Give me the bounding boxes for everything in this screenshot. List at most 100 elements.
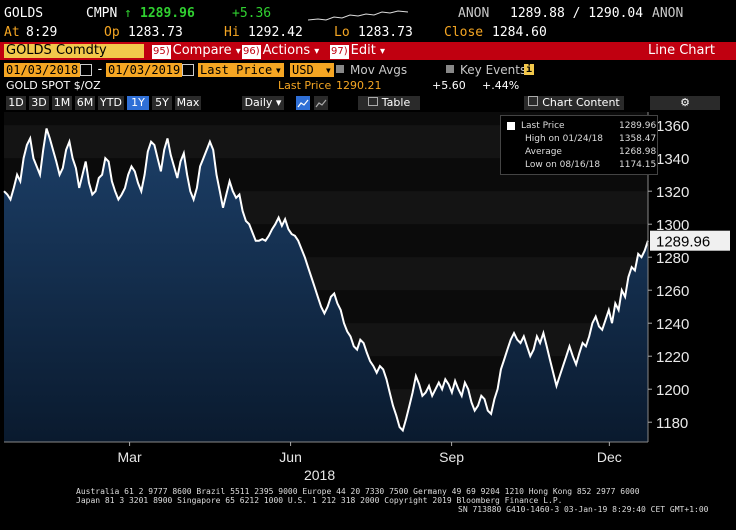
open-value: 1283.73 [128, 25, 183, 40]
line-style-icon[interactable] [296, 96, 310, 110]
actions-button[interactable]: 96) Actions ▾ [242, 43, 320, 59]
table-button[interactable]: Table [358, 96, 420, 110]
legend-box: Last Price 1289.96 High on 01/24/18 1358… [500, 115, 658, 175]
last-value-label: 1289.96 [656, 234, 710, 251]
legend-last-label: Last Price [521, 121, 565, 131]
actions-label: Actions [262, 43, 311, 58]
sparkline-line [308, 10, 408, 21]
y-tick-label: 1300 [656, 217, 689, 234]
chart-type-label: Line Chart [648, 43, 715, 58]
legend-last-value: 1289.96 [619, 121, 657, 131]
legend-high-value: 1358.47 [619, 134, 657, 144]
actions-dropdown-icon: ▾ [314, 46, 320, 57]
x-year-label: 2018 [304, 467, 335, 482]
currency-dropdown-icon: ▾ [324, 63, 332, 77]
net-change: +5.60 [432, 79, 466, 92]
period-button-1y[interactable]: 1Y [127, 96, 149, 110]
price-field-value: Last Price [200, 63, 273, 77]
y-tick-label: 1360 [656, 118, 689, 135]
y-tick-label: 1240 [656, 316, 689, 333]
high-value: 1292.42 [248, 25, 303, 40]
compare-dropdown-icon: ▾ [235, 46, 241, 57]
low-value: 1283.73 [358, 25, 413, 40]
frequency-select[interactable]: Daily ▾ [242, 96, 284, 110]
at-time: 8:29 [26, 25, 58, 40]
quote-row: GOLDS CMPN ↑ 1289.96 +5.36 ANON 1289.88 … [0, 6, 736, 22]
price-field-select[interactable]: Last Price ▾ [198, 63, 284, 77]
y-axis: 1180 1200 1220 1240 1260 1280 1300 1320 1340 1360… [647, 112, 730, 442]
y-tick-label: 1320 [656, 184, 689, 201]
table-label: Table [381, 96, 411, 109]
legend-high-label: High on 01/24/18 [525, 134, 604, 144]
legend-low-value: 1174.15 [619, 160, 657, 170]
period-button-6m[interactable]: 6M [75, 96, 95, 110]
ohlc-row: At 8:29 Op 1283.73 Hi 1292.42 Lo 1283.73… [0, 25, 736, 41]
last-price: 1289.96 [140, 6, 195, 21]
currency-select[interactable]: USD ▾ [290, 63, 334, 77]
low-label: Lo [334, 25, 350, 40]
gear-icon[interactable]: ⚙ [650, 96, 720, 110]
info-icon[interactable]: i [524, 64, 534, 75]
chart-content-icon [528, 96, 539, 106]
currency-value: USD [292, 63, 314, 77]
price-line [3, 128, 649, 433]
mov-avgs-checkbox[interactable] [336, 65, 344, 73]
key-events-label[interactable]: Key Events [460, 63, 527, 77]
y-tick-label: 1280 [656, 250, 689, 267]
last-value-box [650, 230, 730, 251]
chart-content-button[interactable]: Chart Content [524, 96, 624, 110]
sparkline [308, 10, 408, 21]
mov-avgs-label[interactable]: Mov Avgs [350, 63, 408, 77]
edit-number: 97) [330, 45, 349, 59]
edit-button[interactable]: 97) Edit ▾ [330, 43, 385, 59]
x-tick-label: Jun [279, 449, 302, 465]
legend-avg-value: 1268.98 [619, 147, 657, 157]
x-tick-label: Sep [439, 449, 464, 465]
high-label: Hi [224, 25, 240, 40]
last-price-label: Last Price [278, 79, 332, 92]
period-button-ytd[interactable]: YTD [98, 96, 124, 110]
period-button-3d[interactable]: 3D [29, 96, 49, 110]
close-value: 1284.60 [492, 25, 547, 40]
actions-number: 96) [242, 45, 261, 59]
compare-button[interactable]: 95) Compare ▾ [152, 43, 241, 59]
compare-label: Compare [172, 43, 232, 58]
table-icon [367, 97, 378, 106]
source-2: ANON [652, 6, 684, 21]
key-events-checkbox[interactable] [446, 65, 454, 73]
start-date-input[interactable]: 01/03/2018 [4, 63, 81, 77]
period-button-5y[interactable]: 5Y [152, 96, 172, 110]
line-color-glyph [315, 99, 327, 108]
date-separator: - [96, 62, 104, 77]
change: +5.36 [232, 6, 272, 21]
line-color-icon[interactable] [314, 96, 328, 110]
close-label: Close [444, 25, 484, 40]
footer-line-1: Australia 61 2 9777 8600 Brazil 5511 239… [76, 487, 640, 496]
period-button-max[interactable]: Max [175, 96, 201, 110]
y-tick-label: 1340 [656, 151, 689, 168]
price-area [4, 128, 648, 442]
chart-content-label: Chart Content [542, 96, 620, 109]
start-calendar-icon[interactable] [80, 64, 92, 76]
edit-dropdown-icon: ▾ [379, 46, 385, 57]
security-description: GOLD SPOT $/OZ [6, 79, 101, 92]
footer-line-2: Japan 81 3 3201 8900 Singapore 65 6212 1… [76, 496, 563, 505]
period-button-1d[interactable]: 1D [6, 96, 26, 110]
footer-line-3: SN 713880 G410-1460-3 03-Jan-19 8:29:40 … [458, 505, 709, 514]
x-tick-label: Mar [118, 449, 142, 465]
end-calendar-icon[interactable] [182, 64, 194, 76]
edit-label: Edit [350, 43, 376, 58]
y-tick-label: 1200 [656, 382, 689, 399]
source: ANON [458, 6, 490, 21]
at-label: At [4, 25, 20, 40]
end-date-input[interactable]: 01/03/2019 [106, 63, 183, 77]
frequency-value: Daily [244, 96, 273, 109]
period-button-1m[interactable]: 1M [52, 96, 72, 110]
up-arrow-icon: ↑ [124, 6, 132, 21]
compare-number: 95) [152, 45, 171, 59]
legend-avg-label: Average [525, 147, 562, 157]
security-box[interactable]: GOLDS Comdty [4, 44, 144, 58]
last-price-value: 1290.21 [336, 79, 382, 92]
ticker[interactable]: GOLDS [4, 6, 44, 21]
toolbar: GOLDS Comdty 95) Compare ▾ 96) Actions ▾ 9… [0, 42, 736, 60]
